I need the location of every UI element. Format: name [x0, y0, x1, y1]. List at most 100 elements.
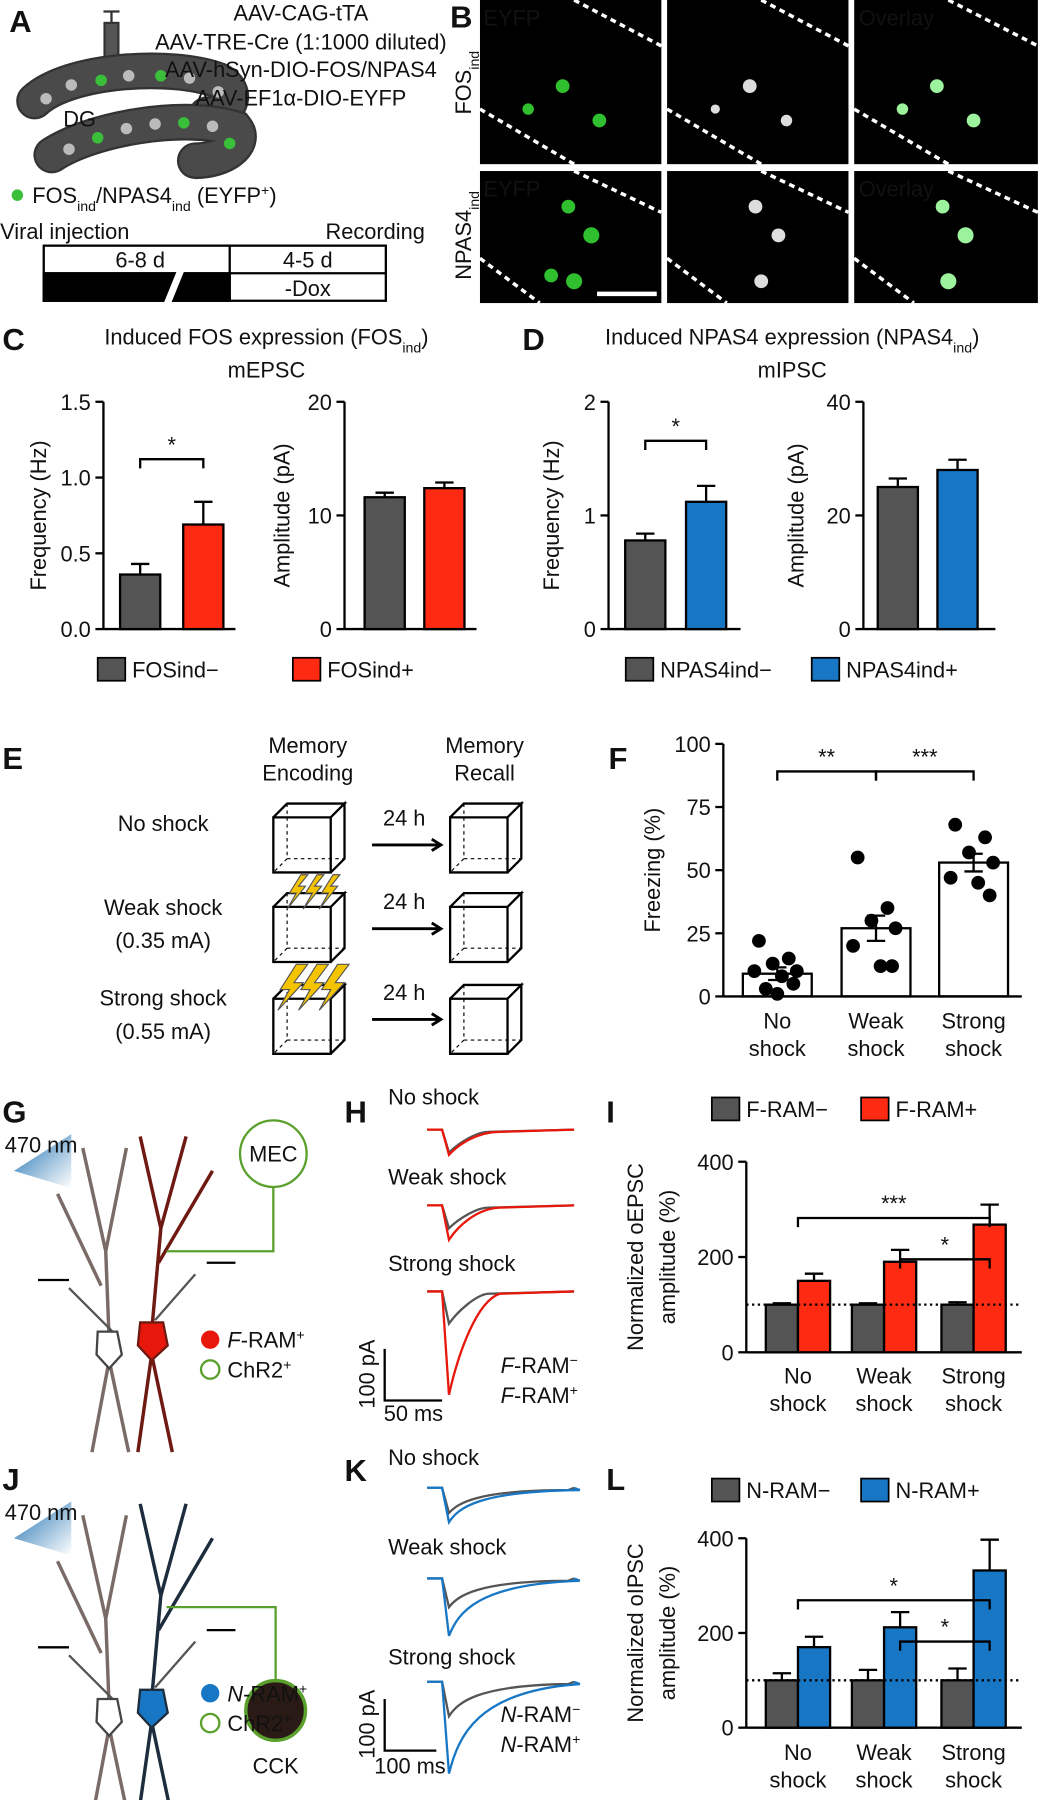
- y-tick-label: 10: [308, 503, 332, 528]
- error-bar: [696, 484, 716, 502]
- x-tick-label: Weak: [856, 1740, 911, 1765]
- legend-label: N-RAM+: [501, 1732, 581, 1757]
- legend-label: F-RAM+: [896, 1097, 978, 1122]
- x-tick-label: shock: [848, 1036, 905, 1061]
- panel-label: I: [606, 1095, 615, 1130]
- legend-label: N-RAM+: [896, 1478, 980, 1503]
- light-label: 470 nm: [5, 1133, 78, 1158]
- y-tick-label: 200: [697, 1621, 733, 1646]
- legend-label: N-RAM−: [746, 1478, 830, 1503]
- virus-label: AAV-TRE-Cre (1:1000 diluted): [155, 29, 447, 54]
- row-label-part: ind: [467, 191, 483, 210]
- cube-hidden: [449, 893, 522, 963]
- trace: [427, 1204, 575, 1231]
- x-tick-label: Weak: [856, 1363, 911, 1388]
- panel-label: L: [606, 1462, 625, 1497]
- data-point: [765, 956, 780, 971]
- y-tick-label: 75: [686, 795, 710, 820]
- legend-swatch: [860, 1477, 890, 1503]
- ephys-traces: [427, 1128, 581, 1774]
- panel-title-part: ind: [953, 340, 972, 356]
- cell-legend-part: (EYFP: [191, 183, 261, 208]
- legend-label-part: +: [283, 1358, 291, 1374]
- legend-label-part: +: [283, 1711, 291, 1727]
- significance-label: ***: [912, 745, 938, 770]
- interval-label: 24 h: [383, 805, 425, 830]
- legend-label: N-RAM−: [501, 1702, 581, 1727]
- neuron-diagram-j: [13, 1501, 308, 1800]
- y-axis-label: amplitude (%): [655, 1190, 680, 1324]
- x-tick-label: shock: [856, 1391, 913, 1416]
- cube-hidden: [272, 803, 345, 873]
- legend-label-part: ChR2: [227, 1358, 283, 1383]
- panel-label: K: [345, 1453, 368, 1488]
- data-point: [774, 969, 789, 984]
- data-point: [943, 870, 958, 885]
- legend-label-part: F: [227, 1328, 242, 1353]
- y-axis-label: Frequency (Hz): [539, 440, 564, 590]
- data-point: [770, 987, 785, 1001]
- x-tick-label: No: [763, 1009, 791, 1034]
- cube-hidden: [449, 803, 522, 873]
- y-tick-label: 1.5: [60, 390, 90, 415]
- trace: [427, 1680, 581, 1774]
- cube-hidden: [449, 984, 522, 1055]
- error-bar: [194, 500, 213, 525]
- legend-label: NPAS4ind−: [660, 657, 772, 682]
- y-axis-label: Normalized oEPSC: [623, 1163, 648, 1351]
- condition-label: Weak shock: [388, 1165, 506, 1190]
- error-bar: [804, 1635, 824, 1648]
- x-tick-label: shock: [769, 1767, 826, 1792]
- virus-label: AAV-EF1α-DIO-EYFP: [195, 86, 406, 111]
- legend-swatch: [624, 656, 655, 682]
- bar: [363, 496, 406, 631]
- cell-legend: FOSind/NPAS4ind (EYFP+): [32, 183, 276, 215]
- bar: [936, 468, 979, 631]
- condition-label: Weak shock: [388, 1534, 506, 1559]
- condition-label: Strong shock: [388, 1645, 515, 1670]
- legend-label: F-RAM+: [227, 1328, 304, 1353]
- channel-label: Overlay: [859, 5, 934, 30]
- virus-label: AAV-CAG-tTA: [233, 1, 368, 26]
- y-tick-label: 0: [722, 1340, 734, 1365]
- y-axis-label: Amplitude (pA): [269, 443, 294, 587]
- legend-label-part: -RAM: [241, 1328, 297, 1353]
- legend-label: F-RAM−: [501, 1353, 578, 1378]
- bar: [182, 523, 225, 631]
- y-tick-label: 50: [686, 858, 710, 883]
- condition-label: No shock: [388, 1084, 479, 1109]
- bar: [796, 1646, 832, 1729]
- arrow: [372, 1012, 444, 1027]
- bar: [850, 1303, 886, 1354]
- bar: [796, 1279, 832, 1354]
- significance-bracket: [898, 1258, 991, 1269]
- y-tick-label: 1.0: [60, 466, 90, 491]
- data-point: [781, 951, 796, 966]
- y-tick-label: 1: [584, 503, 596, 528]
- legend-label-part: -RAM: [243, 1681, 299, 1706]
- data-point: [850, 850, 865, 865]
- legend-label: NPAS4ind+: [846, 657, 958, 682]
- legend-label: ChR2+: [227, 1711, 291, 1736]
- x-tick-label: shock: [769, 1391, 826, 1416]
- bar: [940, 1303, 975, 1354]
- panel-label: F: [609, 741, 628, 776]
- trace: [427, 1577, 575, 1610]
- condition-label: No shock: [388, 1445, 479, 1470]
- bar: [423, 487, 466, 631]
- significance-bracket: [796, 1216, 991, 1228]
- y-tick-label: 400: [697, 1526, 733, 1551]
- error-bar: [890, 1610, 910, 1628]
- panel-label: A: [9, 4, 31, 39]
- error-bar: [888, 477, 908, 488]
- panel-label: H: [345, 1095, 367, 1130]
- y-tick-label: 400: [697, 1150, 733, 1175]
- timeline-bar: [42, 244, 387, 307]
- x-tick-label: Strong: [941, 1363, 1005, 1388]
- data-point: [971, 875, 986, 890]
- x-tick-label: Strong: [941, 1009, 1005, 1034]
- y-tick-label: 0.5: [60, 541, 90, 566]
- legend-label: ChR2+: [227, 1358, 291, 1383]
- y-tick-label: 25: [686, 921, 710, 946]
